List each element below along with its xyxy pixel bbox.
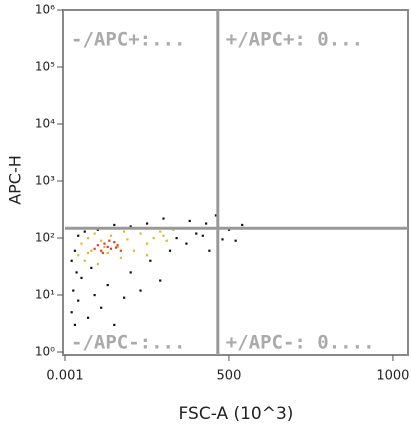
point <box>162 217 165 220</box>
x-axis-label: FSC-A (10^3) <box>179 404 294 424</box>
point <box>139 232 142 235</box>
point <box>100 306 103 309</box>
point <box>101 251 104 254</box>
y-tick-label: 10³ <box>35 174 55 188</box>
point <box>90 249 93 252</box>
point <box>86 237 90 240</box>
point <box>145 222 149 225</box>
point <box>175 237 178 240</box>
point <box>129 225 132 228</box>
point <box>96 262 99 266</box>
point <box>70 259 73 262</box>
point <box>123 296 126 299</box>
point <box>96 244 99 247</box>
y-tick-label: 10⁵ <box>35 60 55 74</box>
y-tick-label: 10⁴ <box>35 117 55 131</box>
quadrant-label: -/APC-:... <box>71 332 185 354</box>
point <box>185 242 188 245</box>
point <box>93 232 96 235</box>
point <box>145 242 149 245</box>
point <box>80 242 83 245</box>
point <box>123 230 126 233</box>
point <box>109 247 113 250</box>
point <box>77 299 80 302</box>
point <box>234 239 237 242</box>
point <box>145 254 149 257</box>
point <box>100 239 103 242</box>
quadrant-label: +/APC+: 0... <box>226 29 363 51</box>
point <box>108 239 111 242</box>
point <box>139 289 142 292</box>
point <box>113 241 116 244</box>
point <box>159 279 162 282</box>
y-tick-label: 10⁰ <box>35 345 55 359</box>
point <box>80 276 83 280</box>
point <box>77 254 80 257</box>
point <box>132 249 136 252</box>
quadrant-label: -/APC+:... <box>71 29 185 51</box>
y-tick-label: 10⁶ <box>35 3 55 17</box>
x-tick-label: 500 <box>217 369 242 384</box>
point <box>93 294 96 297</box>
point <box>114 246 118 249</box>
point <box>214 214 218 217</box>
point <box>73 249 77 252</box>
point <box>86 316 90 319</box>
point <box>113 223 116 227</box>
point <box>152 237 155 240</box>
point <box>109 234 113 237</box>
point <box>106 283 109 287</box>
point <box>83 259 86 262</box>
point <box>126 238 129 241</box>
point <box>93 247 96 250</box>
point <box>90 266 93 270</box>
point <box>73 323 77 327</box>
point <box>106 245 109 249</box>
point <box>116 245 119 249</box>
point <box>165 239 168 242</box>
point <box>159 230 162 233</box>
point <box>70 311 73 314</box>
point <box>75 271 78 274</box>
plot-frame <box>62 9 409 356</box>
point <box>113 323 116 327</box>
point <box>106 251 109 254</box>
point <box>116 244 119 247</box>
y-axis-label: APC-H <box>6 155 25 205</box>
x-tick-label: 1000 <box>376 369 409 384</box>
point <box>129 271 132 274</box>
point <box>205 222 208 225</box>
point <box>201 234 204 237</box>
point <box>208 249 211 252</box>
point <box>77 234 80 237</box>
point <box>103 245 106 249</box>
y-tick-label: 10¹ <box>35 288 55 302</box>
point <box>188 219 191 223</box>
point <box>119 249 122 252</box>
point <box>149 259 152 262</box>
y-tick-label: 10² <box>35 231 55 245</box>
point <box>86 251 90 254</box>
point <box>100 249 103 252</box>
point <box>221 238 224 241</box>
quadrant-label: +/APC-: 0.... <box>226 332 375 354</box>
x-tick-label: 0.001 <box>46 369 83 384</box>
point <box>162 234 165 237</box>
point <box>195 232 198 235</box>
point <box>103 242 106 245</box>
point <box>119 256 122 259</box>
point <box>168 249 172 252</box>
point <box>72 289 75 292</box>
point <box>241 223 244 227</box>
point <box>83 230 86 233</box>
